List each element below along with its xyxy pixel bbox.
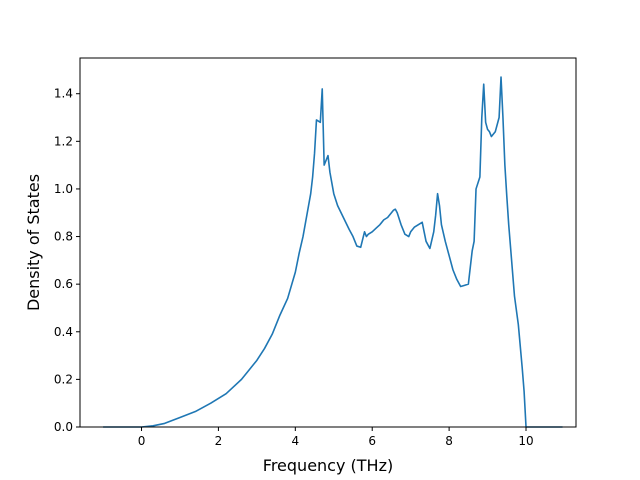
x-tick-label: 0 — [138, 434, 146, 448]
x-tick-label: 2 — [215, 434, 223, 448]
series-layer — [103, 76, 563, 428]
dos-series-line — [103, 76, 563, 428]
y-tick-label: 0.0 — [54, 420, 73, 434]
x-tick-label: 10 — [518, 434, 533, 448]
y-tick-label: 0.2 — [54, 372, 73, 386]
x-tick-label: 8 — [445, 434, 453, 448]
y-tick-label: 0.6 — [54, 277, 73, 291]
y-tick-label: 0.4 — [54, 325, 73, 339]
y-tick-label: 1.2 — [54, 134, 73, 148]
x-tick-label: 6 — [368, 434, 376, 448]
x-axis-label: Frequency (THz) — [263, 456, 393, 475]
y-axis-label: Density of States — [24, 174, 43, 311]
y-axis-ticks: 0.0 0.2 0.4 0.6 0.8 1.0 1.2 1.4 — [54, 87, 80, 434]
x-tick-label: 4 — [291, 434, 299, 448]
y-tick-label: 1.4 — [54, 87, 73, 101]
y-tick-label: 0.8 — [54, 230, 73, 244]
x-axis-ticks: 0 2 4 6 8 10 — [138, 427, 534, 448]
y-tick-label: 1.0 — [54, 182, 73, 196]
axes-frame — [79, 57, 577, 428]
